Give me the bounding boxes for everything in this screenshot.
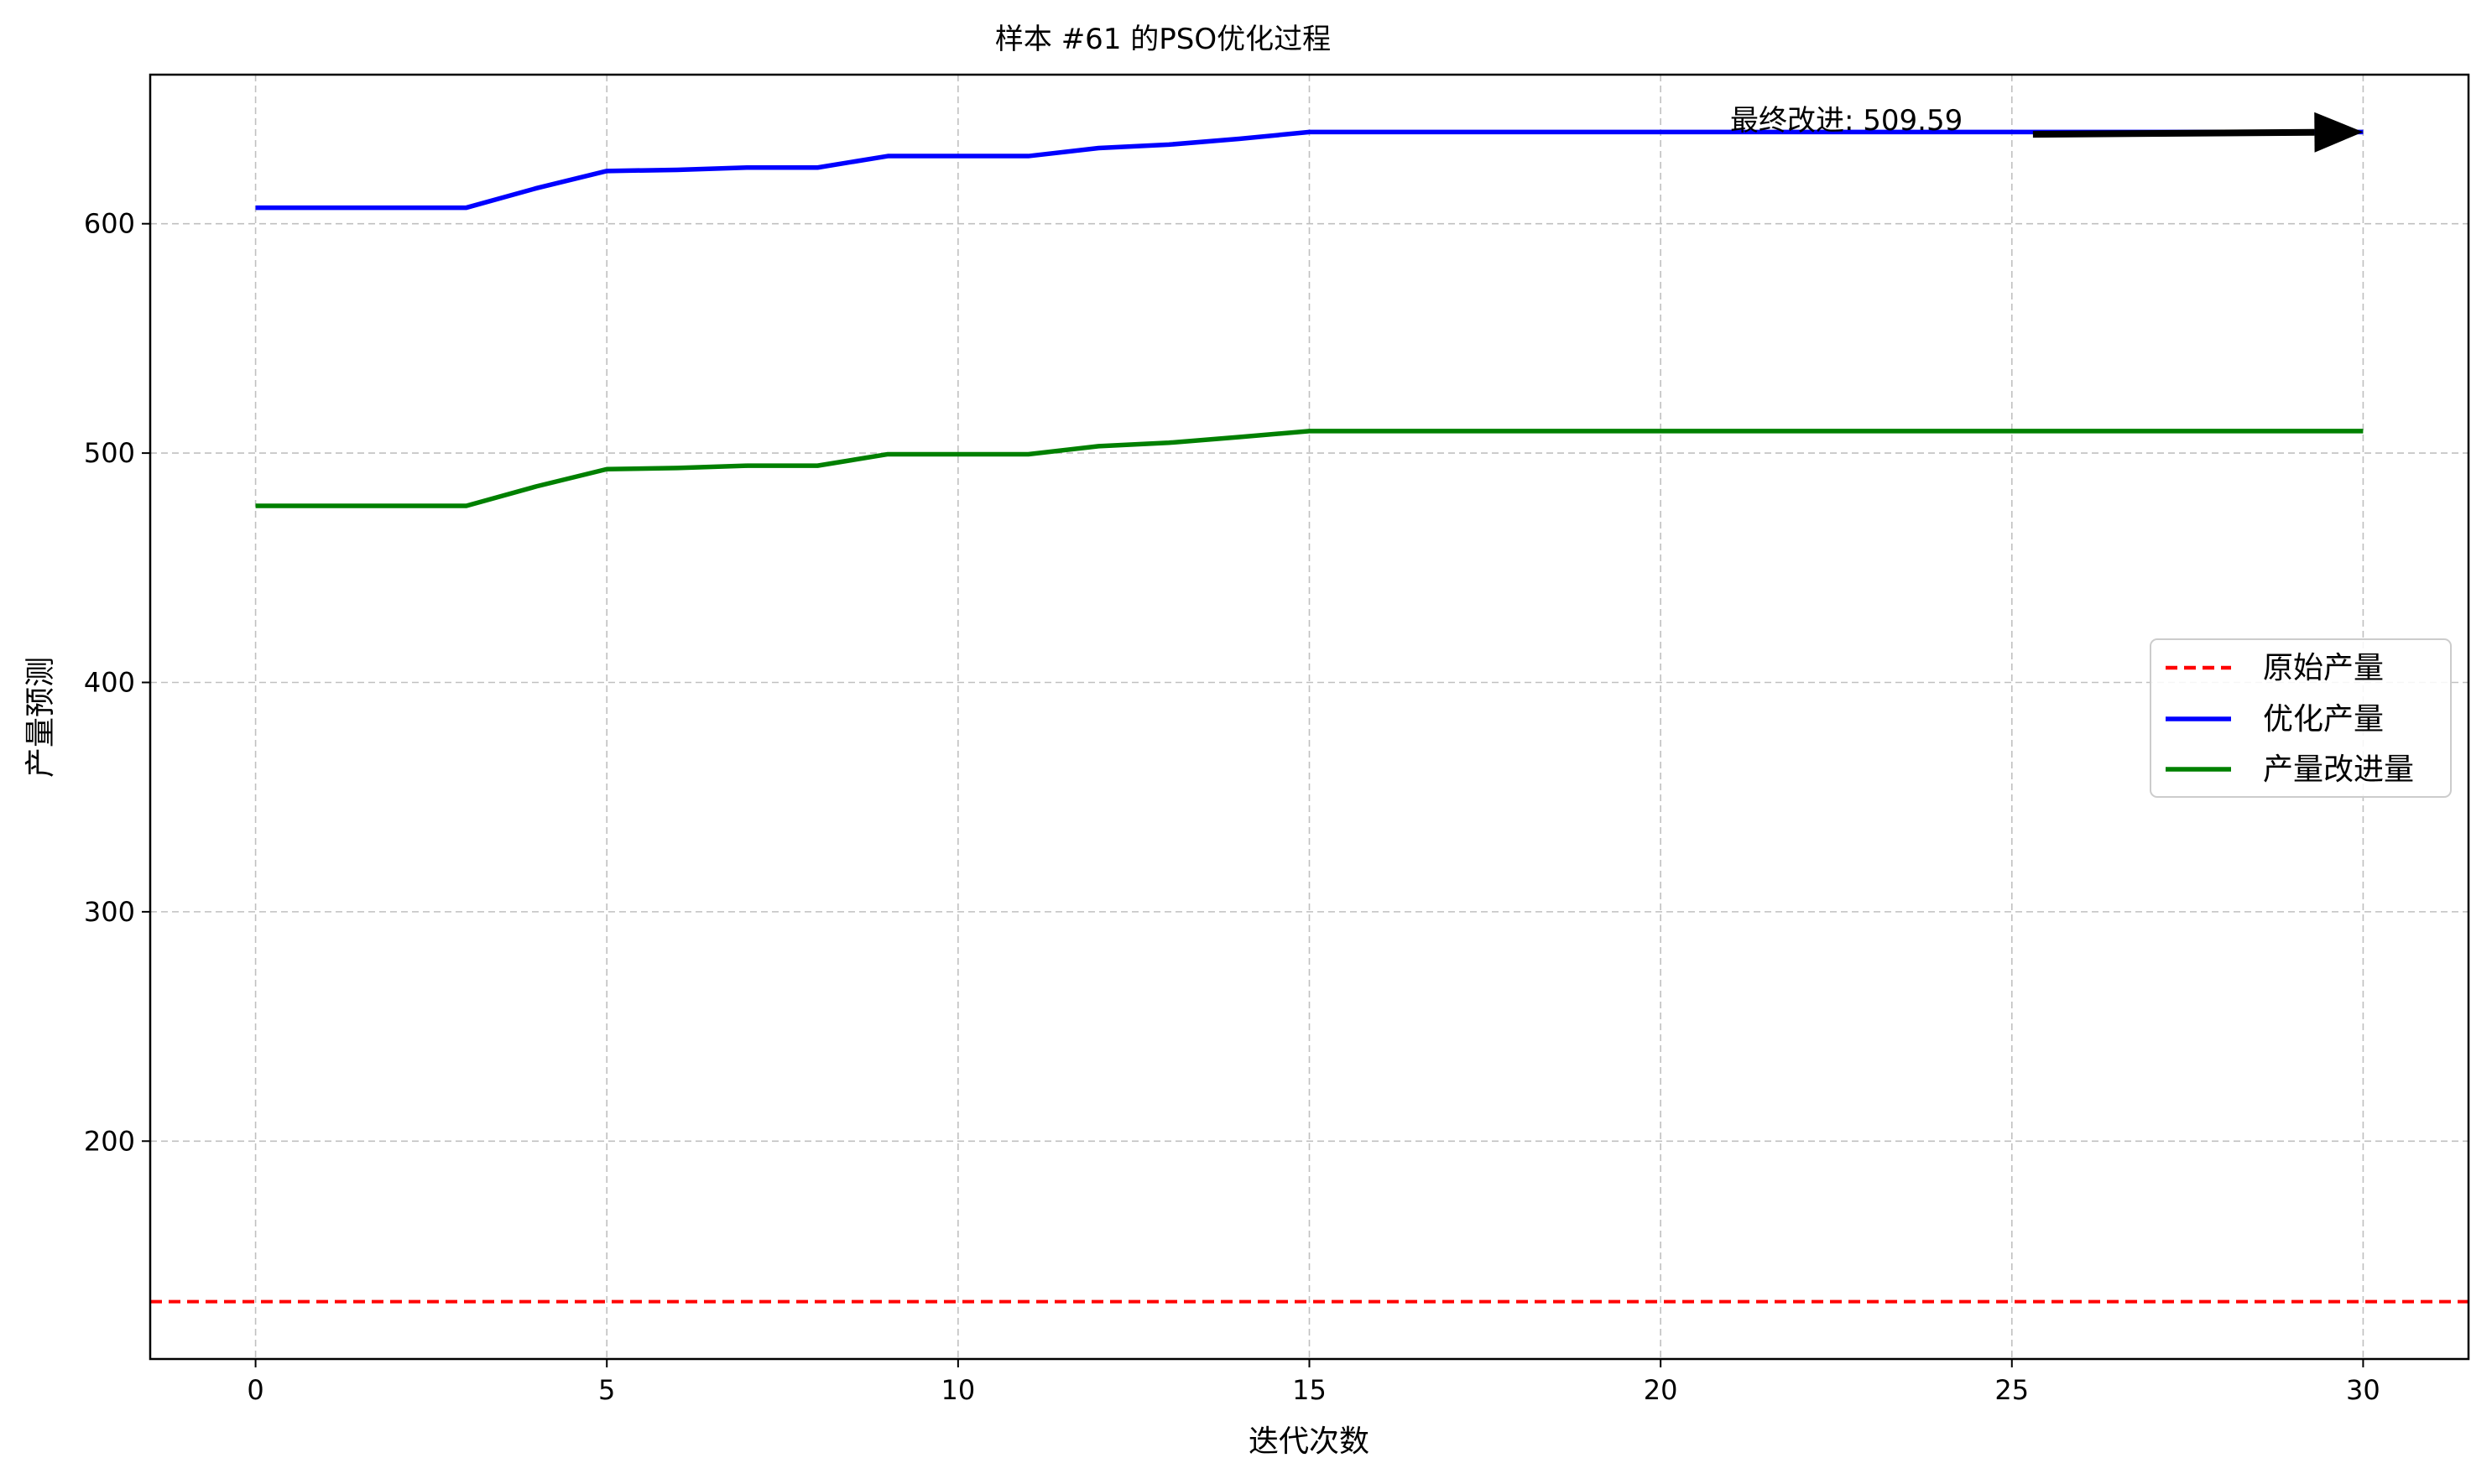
x-tick-label: 10 [941,1374,976,1406]
annotation: 最终改进: 509.59 [1730,104,2364,153]
legend-label-optimized: 优化产量 [2263,702,2384,737]
series-layer [150,129,2469,1304]
annotation-text: 最终改进: 509.59 [1730,104,1963,138]
legend-box [2150,638,2452,798]
x-tick-label: 30 [2346,1374,2380,1406]
x-tick-label: 25 [1994,1374,2029,1406]
legend-label-original: 原始产量 [2263,651,2384,685]
legend-label-improvement: 产量改进量 [2263,752,2414,787]
y-tick-label: 600 [84,208,135,240]
y-tick-label: 300 [84,896,135,928]
x-tick-label: 20 [1644,1374,1678,1406]
series-line-optimized [255,129,2364,211]
x-tick-label: 15 [1292,1374,1327,1406]
x-tick-label: 0 [247,1374,263,1406]
legend: 原始产量 优化产量 产量改进量 [2150,638,2452,798]
x-tick-label: 5 [598,1374,615,1406]
ticks: 0 5 10 15 20 25 30 200 300 400 500 600 [84,208,2380,1406]
y-tick-label: 200 [84,1125,135,1157]
grid [150,75,2469,1359]
x-axis-label: 迭代次数 [1249,1424,1369,1459]
annotation-arrow-shaft [2032,128,2315,138]
annotation-arrow-head [2314,112,2364,153]
series-line-improvement [255,429,2364,508]
y-axis-label: 产量预测 [23,657,58,778]
y-tick-label: 500 [84,437,135,469]
chart-title: 样本 #61 的PSO优化过程 [995,23,1331,56]
y-tick-label: 400 [84,666,135,698]
